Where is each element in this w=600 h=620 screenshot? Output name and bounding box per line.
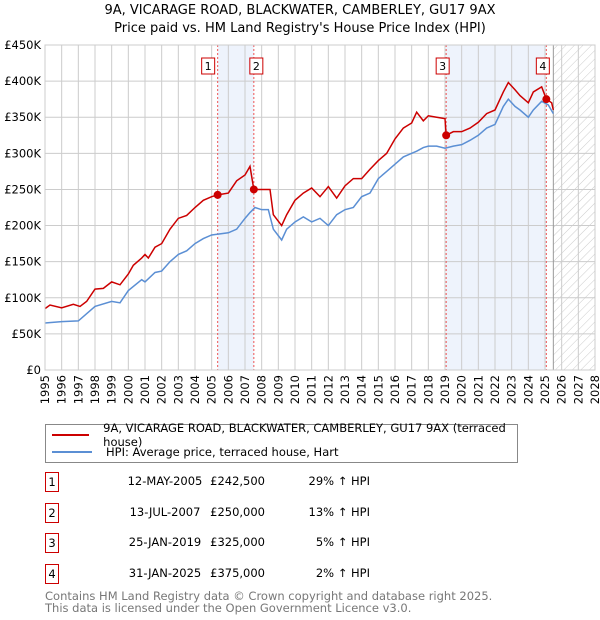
legend: 9A, VICARAGE ROAD, BLACKWATER, CAMBERLEY…	[45, 421, 518, 463]
footer-copyright: Contains HM Land Registry data © Crown c…	[45, 589, 493, 603]
forecast-hatch	[553, 45, 595, 370]
x-tick-label: 2021	[471, 375, 485, 404]
sale-date: 25-JAN-2019	[128, 535, 202, 549]
x-tick-label: 2007	[238, 375, 252, 404]
y-tick-label: £100K	[4, 291, 41, 305]
x-tick-label: 1999	[105, 375, 119, 404]
x-tick-label: 2002	[155, 375, 169, 404]
x-tick-label: 2027	[571, 375, 585, 404]
x-tick-label: 2017	[405, 375, 419, 404]
legend-label: 9A, VICARAGE ROAD, BLACKWATER, CAMBERLEY…	[103, 421, 506, 449]
sale-label-box	[249, 57, 264, 75]
y-tick-label: £250K	[4, 182, 41, 196]
hpi-difference: 29% ↑ HPI	[308, 474, 370, 488]
y-tick-label: £450K	[4, 38, 41, 52]
legend-label: HPI: Average price, terraced house, Hart	[106, 445, 339, 459]
ownership-shading	[217, 45, 254, 370]
x-tick-label: 2003	[171, 375, 185, 404]
x-tick-label: 2018	[421, 375, 435, 404]
x-tick-label: 2023	[505, 375, 519, 404]
price-paid-line	[44, 81, 555, 310]
sale-point	[213, 190, 222, 199]
sale-number-badge: 3	[45, 533, 59, 553]
x-tick-label: 1998	[88, 375, 102, 404]
x-tick-label: 2026	[555, 375, 569, 404]
hpi-line	[44, 97, 554, 324]
sale-number-badge: 4	[45, 563, 59, 584]
x-tick-label: 1996	[55, 375, 69, 404]
y-tick-label: £150K	[4, 255, 41, 269]
x-tick-label: 2020	[455, 375, 469, 404]
plot-border	[44, 44, 596, 371]
legend-swatch-blue	[52, 451, 92, 453]
sale-date: 12-MAY-2005	[127, 474, 203, 488]
sale-label-box	[435, 57, 450, 75]
legend-swatch-red	[52, 434, 90, 436]
x-tick-label: 2012	[321, 375, 335, 404]
x-tick-label: 2015	[371, 375, 385, 404]
y-tick-label: £0	[26, 363, 41, 377]
sale-label-box	[201, 57, 216, 75]
sale-date: 31-JAN-2025	[128, 565, 202, 580]
x-tick-label: 2024	[521, 375, 535, 404]
sale-label: 3	[439, 60, 446, 73]
sale-point	[542, 95, 551, 104]
chart-title: 9A, VICARAGE ROAD, BLACKWATER, CAMBERLEY…	[104, 3, 496, 18]
x-tick-label: 1997	[71, 375, 85, 404]
table-row: 4 31-JAN-2025 £375,000 2% ↑ HPI	[45, 563, 445, 584]
sale-point	[249, 185, 258, 194]
y-tick-label: £350K	[4, 110, 41, 124]
x-tick-label: 2006	[221, 375, 235, 404]
sale-label: 2	[253, 60, 260, 73]
hpi-difference: 5% ↑ HPI	[315, 535, 370, 549]
chart-subtitle: Price paid vs. HM Land Registry's House …	[114, 21, 486, 36]
x-tick-label: 2001	[138, 375, 152, 404]
legend-item-hpi: HPI: Average price, terraced house, Hart	[52, 444, 338, 460]
x-tick-label: 2009	[271, 375, 285, 404]
table-row: 3 25-JAN-2019 £325,000 5% ↑ HPI	[45, 533, 445, 553]
x-tick-label: 2010	[288, 375, 302, 404]
table-row: 1 12-MAY-2005 £242,500 29% ↑ HPI	[45, 472, 445, 492]
sale-number-badge: 2	[45, 502, 59, 523]
x-tick-label: 2019	[438, 375, 452, 404]
x-tick-label: 2004	[188, 375, 202, 404]
footer-licence: This data is licensed under the Open Gov…	[45, 601, 412, 615]
x-tick-label: 2022	[488, 375, 502, 404]
x-tick-label: 2016	[388, 375, 402, 404]
x-tick-label: 2025	[538, 375, 552, 404]
sale-price: £250,000	[210, 504, 265, 519]
x-tick-label: 2028	[588, 375, 600, 404]
sale-date: 13-JUL-2007	[129, 504, 201, 519]
sale-price: £325,000	[210, 535, 265, 549]
sale-label: 4	[539, 60, 546, 73]
x-tick-label: 1995	[38, 375, 52, 404]
x-tick-label: 2008	[255, 375, 269, 404]
price-chart: 1995 1996 1997 1998 1999 2000 2001 2002 2003 2004…	[4, 38, 600, 404]
y-tick-label: £300K	[4, 146, 41, 160]
hpi-difference: 2% ↑ HPI	[315, 565, 370, 580]
sale-number-badge: 1	[45, 472, 59, 492]
sale-label-box	[535, 57, 550, 75]
y-tick-label: £50K	[12, 327, 42, 341]
x-tick-label: 2013	[338, 375, 352, 404]
x-tick-label: 2000	[121, 375, 135, 404]
y-tick-label: £200K	[4, 219, 41, 233]
x-tick-label: 2014	[355, 375, 369, 404]
y-tick-label: £400K	[4, 74, 41, 88]
sale-label: 1	[205, 60, 212, 73]
sale-price: £375,000	[210, 565, 265, 580]
x-tick-label: 2005	[205, 375, 219, 404]
x-tick-label: 2011	[305, 375, 319, 404]
legend-item-property: 9A, VICARAGE ROAD, BLACKWATER, CAMBERLEY…	[52, 421, 517, 449]
table-row: 2 13-JUL-2007 £250,000 13% ↑ HPI	[45, 502, 445, 523]
hpi-difference: 13% ↑ HPI	[308, 504, 370, 519]
sale-price: £242,500	[210, 474, 265, 488]
sale-point	[442, 131, 451, 140]
